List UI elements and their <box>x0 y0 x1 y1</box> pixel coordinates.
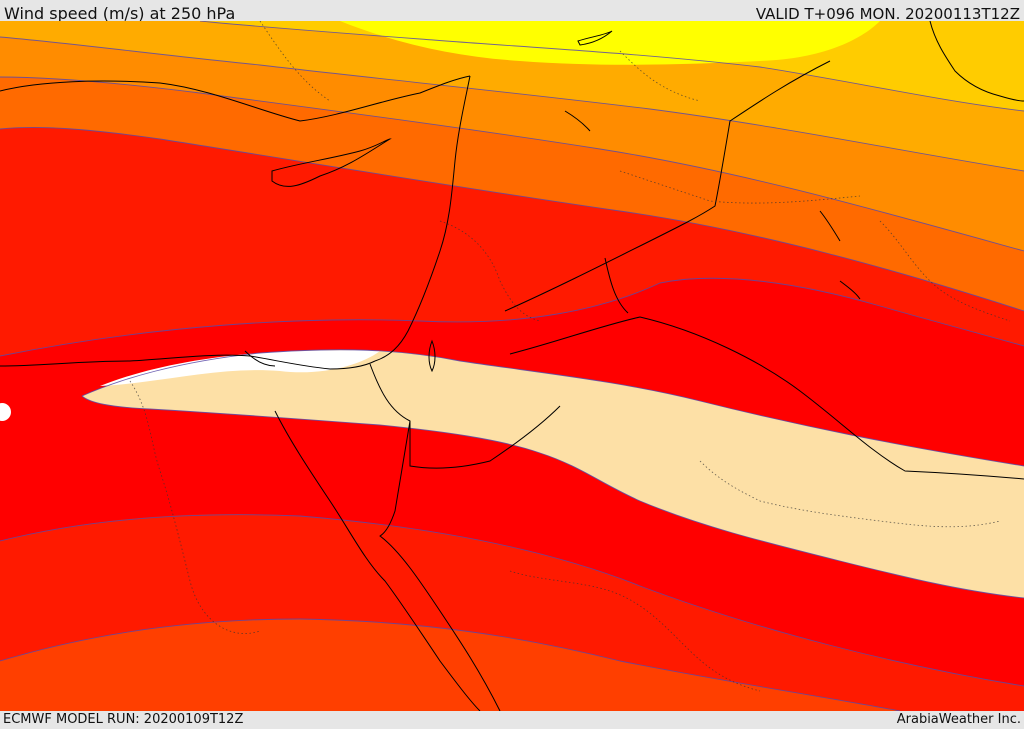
wind-bands <box>0 21 1024 711</box>
jet-core <box>82 349 1024 598</box>
cyprus-outline <box>271 138 392 187</box>
admin-line <box>619 50 701 102</box>
coastline <box>0 75 471 122</box>
coastline <box>274 410 481 711</box>
coastline <box>819 210 841 242</box>
coastline <box>929 21 1024 102</box>
island-outline <box>577 30 613 46</box>
isotach-line <box>0 618 901 711</box>
admin-line <box>699 460 1001 528</box>
isotach-line <box>0 76 1024 252</box>
coastline <box>839 280 861 300</box>
border <box>509 316 1024 480</box>
isotach-line <box>0 36 1024 172</box>
band-red-orange <box>0 619 900 711</box>
admin-line <box>879 220 1011 322</box>
coastlines <box>0 21 1024 711</box>
header-bar: Wind speed (m/s) at 250 hPa VALID T+096 … <box>0 0 1024 23</box>
border <box>369 363 561 469</box>
model-run: ECMWF MODEL RUN: 20200109T12Z <box>3 712 244 727</box>
admin-line <box>129 380 261 634</box>
isotach-line <box>81 349 1024 467</box>
map-title: Wind speed (m/s) at 250 hPa <box>4 4 236 23</box>
jet-max <box>100 350 380 386</box>
admin-line <box>619 170 861 204</box>
admin-boundaries <box>129 21 1011 692</box>
dead-sea-outline <box>428 339 436 373</box>
credit: ArabiaWeather Inc. <box>896 712 1021 727</box>
isotach-line <box>0 514 1024 687</box>
isotachs <box>0 21 1024 711</box>
coastline <box>374 75 471 362</box>
isotach-line <box>81 395 1024 599</box>
footer-bar: ECMWF MODEL RUN: 20200109T12Z ArabiaWeat… <box>0 711 1024 729</box>
band-red-orange-2 <box>0 514 1024 711</box>
valid-time: VALID T+096 MON. 20200113T12Z <box>755 5 1020 23</box>
band-yellow <box>340 21 880 65</box>
border <box>604 257 629 314</box>
island-outline <box>564 110 591 132</box>
coastline <box>0 354 376 370</box>
jet-max-spot <box>0 403 11 421</box>
coastline <box>244 350 276 367</box>
isotach-line <box>0 277 1024 357</box>
coastline <box>379 420 501 711</box>
isotach-line <box>0 127 1024 312</box>
map-canvas <box>0 21 1024 711</box>
wind-speed-map <box>0 21 1024 711</box>
admin-line <box>439 220 541 322</box>
isotach-line <box>199 21 1024 112</box>
border <box>504 60 831 312</box>
